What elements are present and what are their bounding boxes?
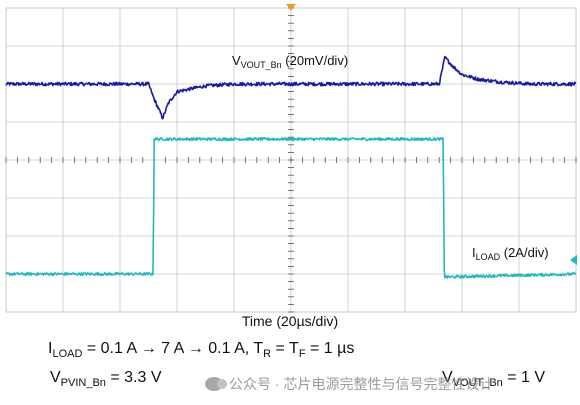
series-label-iload: ILOAD (2A/div) xyxy=(472,245,549,262)
oscilloscope-plot: VVOUT_Bn (20mV/div) ILOAD (2A/div) Time … xyxy=(0,0,580,340)
x-axis-label: Time (20µs/div) xyxy=(242,313,338,329)
traces xyxy=(5,55,577,279)
trace-iload xyxy=(5,137,577,279)
wechat-icon xyxy=(205,377,227,391)
caption-line-2-left: VPVIN_Bn = 3.3 V xyxy=(50,369,162,390)
caption-line-2-right: VVOUT_Bn = 1 V xyxy=(442,369,546,390)
right-edge-marker xyxy=(570,255,577,265)
series-label-vout: VVOUT_Bn (20mV/div) xyxy=(232,53,348,70)
caption-line-1: ILOAD = 0.1 A → 7 A → 0.1 A, TR = TF = 1… xyxy=(48,340,355,361)
plot-background xyxy=(0,0,580,340)
trace-vout xyxy=(5,55,577,120)
trigger-marker xyxy=(286,4,296,11)
watermark: 公众号 · 芯片电源完整性与信号完整性设计 xyxy=(205,374,493,394)
